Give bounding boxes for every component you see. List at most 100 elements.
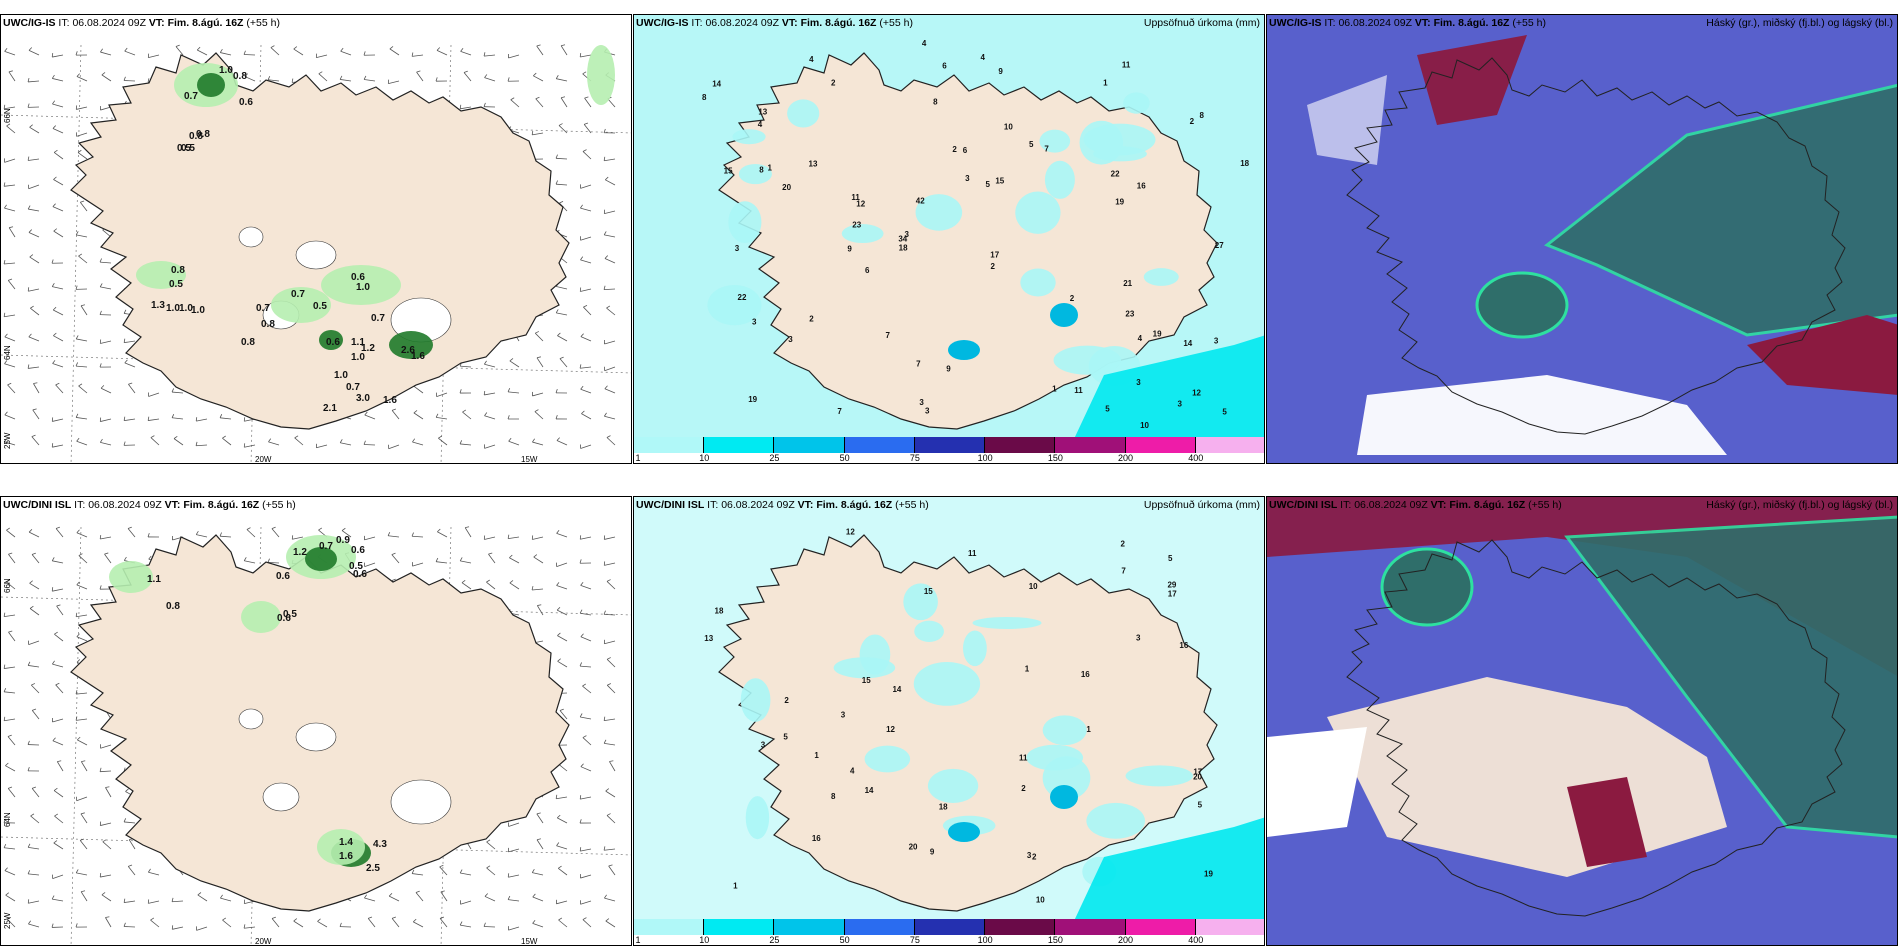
precip-green-areas — [136, 45, 615, 359]
wind-barb — [531, 868, 544, 876]
value-label: 16 — [1137, 181, 1146, 190]
wind-barb — [51, 557, 64, 564]
wind-barb — [364, 562, 376, 568]
precip-area — [745, 796, 770, 840]
meridian-line — [70, 44, 82, 463]
panel-ig-precip-wind: UWC/IG-IS IT: 06.08.2024 09Z VT: Fim. 8.… — [0, 14, 632, 464]
precip-area — [197, 73, 225, 97]
colorbar-segment — [1125, 919, 1196, 935]
wind-barb — [3, 312, 16, 318]
wind-barb — [76, 73, 88, 82]
wind-barb — [100, 106, 112, 111]
wind-barb — [243, 924, 256, 929]
precip-area — [1083, 123, 1156, 156]
wind-barb — [4, 360, 16, 368]
clear-area — [1307, 75, 1387, 165]
value-label: 0.8 — [261, 319, 275, 330]
value-label: 5 — [783, 732, 788, 741]
value-label: 21 — [1123, 279, 1132, 288]
value-label: 10 — [1029, 582, 1038, 591]
wind-barb — [75, 362, 88, 368]
value-label: 20 — [782, 183, 791, 192]
panel-title: UWC/DINI ISL IT: 06.08.2024 09Z VT: Fim.… — [636, 499, 929, 511]
wind-barb — [484, 74, 496, 82]
map-dini-clouds — [1267, 497, 1897, 945]
precip-area — [841, 224, 884, 244]
precip-area — [587, 45, 615, 105]
mid-cloud-area — [1380, 547, 1474, 627]
wind-barb — [435, 77, 448, 82]
wind-barb — [99, 363, 112, 368]
precip-area — [864, 745, 911, 773]
wind-barb — [52, 306, 64, 316]
wind-barb — [579, 287, 592, 292]
wind-barb — [558, 917, 568, 928]
wind-barb — [219, 532, 232, 538]
wind-barb — [557, 632, 568, 642]
wind-barb — [459, 921, 472, 928]
wind-barb — [76, 633, 88, 642]
wind-barb — [52, 874, 64, 880]
wind-barb — [27, 77, 40, 83]
value-label: 0.6 — [353, 569, 367, 580]
wind-barb — [605, 788, 616, 798]
wind-barb — [219, 48, 232, 56]
wind-barb — [80, 304, 88, 316]
value-label: 2.1 — [323, 403, 337, 414]
wind-barb — [604, 339, 616, 345]
wind-barb — [195, 441, 208, 447]
panel-subtitle: Uppsöfnuð úrkoma (mm) — [1143, 17, 1260, 29]
wind-barb — [486, 839, 496, 850]
wind-barb — [531, 585, 544, 591]
wind-barb — [53, 228, 64, 238]
wind-barb — [271, 916, 280, 928]
wind-barb — [363, 440, 376, 446]
wind-barb — [294, 435, 304, 446]
wind-barb — [580, 184, 592, 189]
wind-barb — [436, 47, 448, 56]
value-label: 27 — [1215, 241, 1224, 250]
value-label: 7 — [886, 331, 891, 340]
colorbar-label: 25 — [769, 453, 780, 463]
mid-cloud-area — [1475, 271, 1569, 339]
value-label: 2 — [1190, 117, 1195, 126]
wind-barb — [484, 412, 496, 420]
wind-barb — [579, 819, 592, 824]
wind-barb — [101, 892, 112, 902]
value-label: 0.6 — [351, 272, 365, 283]
wind-barb — [363, 535, 376, 541]
precip-area — [1123, 92, 1150, 114]
wind-barb — [53, 149, 64, 160]
wind-barb — [75, 413, 88, 420]
colorbar-label: 50 — [839, 453, 850, 463]
wind-barb — [271, 526, 280, 538]
wind-barb — [555, 154, 568, 160]
wind-barb — [171, 413, 184, 420]
colorbar-label: 25 — [769, 935, 780, 945]
precip-area — [962, 630, 987, 667]
colorbar: 1 10 25 50 75 100 150 200 400 — [634, 437, 1264, 463]
value-label: 2 — [920, 197, 925, 206]
wind-barb — [580, 763, 592, 772]
precip-area — [972, 616, 1042, 630]
wind-barb — [101, 72, 112, 82]
wind-barb — [27, 899, 40, 904]
value-label: 19 — [1115, 198, 1124, 207]
wind-barb — [3, 818, 16, 824]
wind-barb — [123, 416, 136, 422]
wind-barb — [580, 581, 592, 590]
wind-barb — [509, 580, 520, 590]
value-label: 7 — [916, 359, 921, 368]
colorbar-segment — [1055, 919, 1126, 935]
value-label: 4 — [916, 197, 921, 206]
colorbar-label: 1 — [635, 453, 641, 463]
wind-barb — [556, 530, 568, 538]
wind-barb — [555, 899, 568, 905]
high-cloud-area — [1747, 315, 1897, 395]
value-label: 10 — [1004, 122, 1013, 131]
wind-barb — [534, 331, 544, 342]
wind-barb — [364, 411, 376, 420]
wind-barb — [51, 923, 64, 928]
wind-barb — [3, 260, 16, 265]
wind-barb — [3, 843, 16, 850]
